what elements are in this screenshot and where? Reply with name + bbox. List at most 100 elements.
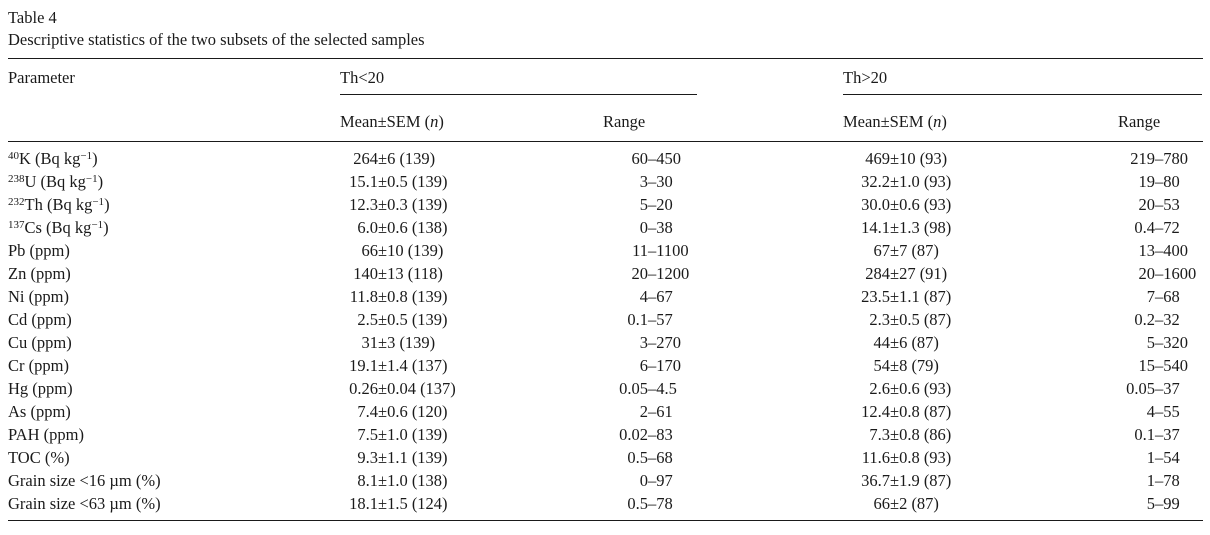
mean-sem-th-gt-20-right: 8 (79) <box>899 356 939 375</box>
mean-sem-th-lt-20-cell: 140±13 (118) <box>340 262 603 285</box>
mean-sem-th-lt-20-anchor: ± <box>378 471 388 490</box>
range-th-gt-20-anchor: – <box>1155 402 1164 421</box>
mean-sem-th-lt-20-cell: 2.5±0.5 (139) <box>340 308 603 331</box>
mean-sem-th-lt-20-left: 11.8 <box>349 287 378 306</box>
range-th-lt-20-cell: 3–30 <box>603 170 843 193</box>
group-underline-th-lt-20 <box>340 94 697 95</box>
range-th-lt-20-right: 61 <box>656 402 673 421</box>
range-th-lt-20-anchor: – <box>648 425 657 444</box>
mean-sem-th-lt-20-left: 2.5 <box>357 310 378 329</box>
mean-sem-th-gt-20-right: 0.8 (93) <box>899 448 952 467</box>
range-th-gt-20-cell: 219–780 <box>1118 142 1203 171</box>
mean-sem-th-gt-20-right: 1.9 (87) <box>899 471 952 490</box>
mean-sem-th-gt-20-right: 2 (87) <box>899 494 939 513</box>
mean-sem-th-gt-20-anchor: ± <box>890 241 900 260</box>
range-th-lt-20-right: 97 <box>656 471 673 490</box>
range-th-gt-20-anchor: – <box>1155 149 1164 168</box>
mean-sem-th-gt-20-anchor: ± <box>890 172 900 191</box>
range-th-lt-20-cell: 3–270 <box>603 331 843 354</box>
range-th-lt-20-cell: 0.02–83 <box>603 423 843 446</box>
mean-sem-th-lt-20-cell: 9.3±1.1 (139) <box>340 446 603 469</box>
sub-header-row: Mean±SEM (n) Range Mean±SEM (n) Range <box>8 97 1203 142</box>
range-th-gt-20-left: 0.4 <box>1134 218 1155 237</box>
range-th-lt-20-right: 57 <box>656 310 673 329</box>
mean-sem-th-lt-20-left: 9.3 <box>357 448 378 467</box>
group-label-th-gt-20: Th>20 <box>843 68 888 87</box>
mean-sem-th-gt-20-cell: 54±8 (79) <box>843 354 1118 377</box>
mean-sem-th-gt-20-right: 0.8 (87) <box>899 402 952 421</box>
range-th-gt-20-cell: 20–53 <box>1118 193 1203 216</box>
range-th-lt-20-anchor: – <box>648 218 657 237</box>
table-row: Cr (ppm) 19.1±1.4 (137) 6–170 54±8 (79) 15–5… <box>8 354 1203 377</box>
mean-sem-th-lt-20-right: 1.1 (139) <box>387 448 448 467</box>
range-th-gt-20-right: 99 <box>1163 494 1180 513</box>
range-th-lt-20-anchor: – <box>648 494 657 513</box>
mean-sem-th-gt-20-anchor: ± <box>890 425 900 444</box>
mean-sem-th-gt-20-left: 14.1 <box>861 218 890 237</box>
column-group-th-lt-20: Th<20 <box>340 59 843 98</box>
mean-sem-th-lt-20-cell: 11.8±0.8 (139) <box>340 285 603 308</box>
range-th-lt-20-left: 0 <box>639 218 648 237</box>
range-th-lt-20-left: 60 <box>631 149 649 168</box>
parameter-cell: Ni (ppm) <box>8 287 69 306</box>
mean-sem-th-gt-20-cell: 11.6±0.8 (93) <box>843 446 1118 469</box>
mean-sem-th-lt-20-anchor: ± <box>378 172 388 191</box>
parameter-cell: 238U (Bq kg−1) <box>8 172 104 191</box>
mean-sem-th-gt-20-left: 2.3 <box>869 310 890 329</box>
range-th-gt-20-left: 15 <box>1138 356 1156 375</box>
mean-sem-th-lt-20-right: 3 (139) <box>387 333 436 352</box>
mean-sem-th-lt-20-left: 7.4 <box>357 402 378 421</box>
range-th-gt-20-anchor: – <box>1155 241 1164 260</box>
range-th-lt-20-left: 20 <box>631 264 649 283</box>
mean-sem-th-lt-20-left: 19.1 <box>349 356 378 375</box>
mean-sem-th-gt-20-anchor: ± <box>890 402 900 421</box>
mean-sem-th-lt-20-right: 6 (139) <box>387 149 436 168</box>
table-row: 40K (Bq kg−1) 264±6 (139) 60–450 469±10 (93… <box>8 142 1203 171</box>
group-underline-th-gt-20 <box>843 94 1202 95</box>
table-title: Table 4 <box>8 8 57 27</box>
range-th-gt-20-cell: 0.4–72 <box>1118 216 1203 239</box>
range-th-lt-20-anchor: – <box>648 356 657 375</box>
range-th-gt-20-cell: 19–80 <box>1118 170 1203 193</box>
range-th-gt-20-right: 37 <box>1163 425 1180 444</box>
range-th-lt-20-cell: 60–450 <box>603 142 843 171</box>
range-th-gt-20-cell: 4–55 <box>1118 400 1203 423</box>
mean-sem-th-gt-20-right: 0.6 (93) <box>899 379 952 398</box>
range-th-gt-20-right: 540 <box>1163 356 1188 375</box>
range-th-gt-20-right: 78 <box>1163 471 1180 490</box>
range-th-lt-20-left: 0 <box>639 471 648 490</box>
mean-sem-th-gt-20-left: 67 <box>873 241 891 260</box>
range-th-lt-20-anchor: – <box>648 402 657 421</box>
range-th-lt-20-cell: 0.05–4.5 <box>603 377 843 400</box>
range-th-lt-20-anchor: – <box>648 195 657 214</box>
range-th-lt-20-right: 20 <box>656 195 673 214</box>
range-th-gt-20-anchor: – <box>1155 379 1164 398</box>
paper-table-page: Table 4 Descriptive statistics of the tw… <box>8 8 1203 521</box>
range-th-lt-20-cell: 0.5–78 <box>603 492 843 521</box>
mean-sem-th-gt-20-right: 27 (91) <box>899 264 948 283</box>
range-th-gt-20-cell: 15–540 <box>1118 354 1203 377</box>
range-th-gt-20-cell: 20–1600 <box>1118 262 1203 285</box>
mean-sem-th-lt-20-anchor: ± <box>378 149 388 168</box>
mean-sem-th-lt-20-left: 15.1 <box>349 172 378 191</box>
mean-sem-th-lt-20-cell: 12.3±0.3 (139) <box>340 193 603 216</box>
range-th-gt-20-anchor: – <box>1155 172 1164 191</box>
range-th-lt-20-left: 0.5 <box>627 448 648 467</box>
range-th-lt-20-cell: 0–38 <box>603 216 843 239</box>
range-th-gt-20-left: 1 <box>1146 448 1155 467</box>
range-th-gt-20-cell: 5–320 <box>1118 331 1203 354</box>
mean-sem-th-lt-20-left: 140 <box>353 264 378 283</box>
table-row: Cd (ppm) 2.5±0.5 (139) 0.1–57 2.3±0.5 (87) 0… <box>8 308 1203 331</box>
mean-sem-th-lt-20-left: 6.0 <box>357 218 378 237</box>
parameter-cell: Grain size <63 µm (%) <box>8 494 161 513</box>
mean-sem-th-lt-20-anchor: ± <box>378 425 388 444</box>
mean-sem-th-lt-20-cell: 19.1±1.4 (137) <box>340 354 603 377</box>
range-th-gt-20-anchor: – <box>1155 264 1164 283</box>
range-th-lt-20-cell: 6–170 <box>603 354 843 377</box>
range-th-lt-20-cell: 20–1200 <box>603 262 843 285</box>
mean-sem-th-gt-20-left: 469 <box>865 149 890 168</box>
range-th-lt-20-right: 78 <box>656 494 673 513</box>
range-th-gt-20-right: 780 <box>1163 149 1188 168</box>
mean-sem-th-lt-20-left: 66 <box>361 241 379 260</box>
mean-sem-th-lt-20-cell: 264±6 (139) <box>340 142 603 171</box>
